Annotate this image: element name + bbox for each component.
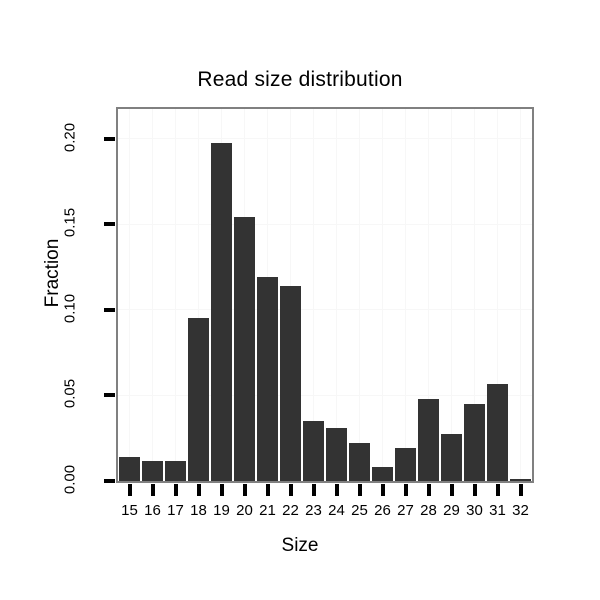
x-tick-mark	[403, 484, 408, 496]
gridline-vertical	[405, 109, 406, 481]
gridline-vertical	[175, 109, 176, 481]
x-tick-label: 22	[282, 502, 299, 519]
gridline-horizontal	[118, 138, 532, 140]
bar	[141, 460, 164, 481]
x-tick-mark	[334, 484, 339, 496]
y-tick-label: 0.05	[61, 379, 79, 409]
x-tick-label: 24	[328, 502, 345, 519]
y-tick-label: 0.00	[61, 464, 79, 495]
bar	[233, 217, 256, 481]
x-tick-label: 25	[351, 502, 368, 519]
x-tick-label: 18	[190, 502, 207, 519]
plot-panel	[116, 107, 534, 483]
x-tick-mark	[265, 484, 270, 496]
bar	[302, 420, 325, 481]
gridline-vertical	[313, 109, 314, 481]
gridline-vertical	[336, 109, 337, 481]
bar	[164, 460, 187, 481]
y-tick-mark	[104, 136, 115, 141]
x-tick-mark	[150, 484, 155, 496]
y-tick-label: 0.10	[61, 293, 79, 324]
bar	[440, 433, 463, 481]
bar	[118, 456, 141, 481]
bar	[210, 143, 233, 481]
x-tick-mark	[288, 484, 293, 496]
gridline-horizontal	[118, 480, 532, 481]
x-tick-mark	[426, 484, 431, 496]
bar	[417, 398, 440, 481]
x-tick-label: 27	[397, 502, 414, 519]
gridline-vertical	[198, 109, 199, 481]
bar	[371, 466, 394, 481]
gridline-vertical	[451, 109, 452, 481]
x-axis-title: Size	[281, 535, 319, 556]
bar	[187, 317, 210, 481]
gridline-vertical	[152, 109, 153, 481]
bar	[325, 428, 348, 481]
gridline-horizontal	[118, 394, 532, 396]
x-tick-label: 31	[489, 502, 506, 519]
x-tick-mark	[242, 484, 247, 496]
bar	[394, 447, 417, 481]
bar	[348, 443, 371, 481]
gridline-horizontal	[118, 309, 532, 311]
y-tick-mark	[104, 307, 115, 312]
x-tick-mark	[380, 484, 385, 496]
x-tick-mark	[173, 484, 178, 496]
x-tick-label: 23	[305, 502, 322, 519]
gridline-vertical	[474, 109, 475, 481]
y-tick-label: 0.15	[61, 208, 79, 238]
gridline-vertical	[520, 109, 521, 481]
x-tick-mark	[472, 484, 477, 496]
x-tick-label: 29	[443, 502, 460, 519]
x-tick-mark	[449, 484, 454, 496]
x-tick-label: 28	[420, 502, 437, 519]
x-tick-label: 15	[121, 502, 138, 519]
x-tick-mark	[127, 484, 132, 496]
x-tick-label: 21	[259, 502, 276, 519]
x-tick-mark	[196, 484, 201, 496]
x-tick-label: 16	[144, 502, 161, 519]
gridline-horizontal	[118, 223, 532, 225]
x-tick-mark	[311, 484, 316, 496]
x-tick-label: 17	[167, 502, 184, 519]
gridline-vertical	[129, 109, 130, 481]
bar	[509, 478, 532, 481]
x-tick-mark	[219, 484, 224, 496]
x-tick-label: 26	[374, 502, 391, 519]
y-tick-label: 0.20	[61, 122, 79, 153]
x-tick-label: 20	[236, 502, 253, 519]
x-tick-label: 19	[213, 502, 230, 519]
y-tick-mark	[104, 393, 115, 398]
bar	[279, 285, 302, 481]
gridline-vertical	[382, 109, 383, 481]
gridline-vertical	[428, 109, 429, 481]
x-tick-label: 32	[512, 502, 529, 519]
gridline-vertical	[359, 109, 360, 481]
bars-layer	[118, 109, 532, 481]
x-tick-mark	[357, 484, 362, 496]
y-tick-mark	[104, 479, 115, 483]
y-tick-mark	[104, 222, 115, 227]
bar	[256, 276, 279, 481]
x-tick-mark	[495, 484, 500, 496]
bar	[486, 384, 509, 481]
bar	[463, 403, 486, 481]
x-tick-label: 30	[466, 502, 483, 519]
x-tick-mark	[518, 484, 523, 496]
y-axis-title: Fraction	[42, 238, 63, 308]
chart-title: Read size distribution	[197, 68, 403, 91]
gridline-vertical	[497, 109, 498, 481]
